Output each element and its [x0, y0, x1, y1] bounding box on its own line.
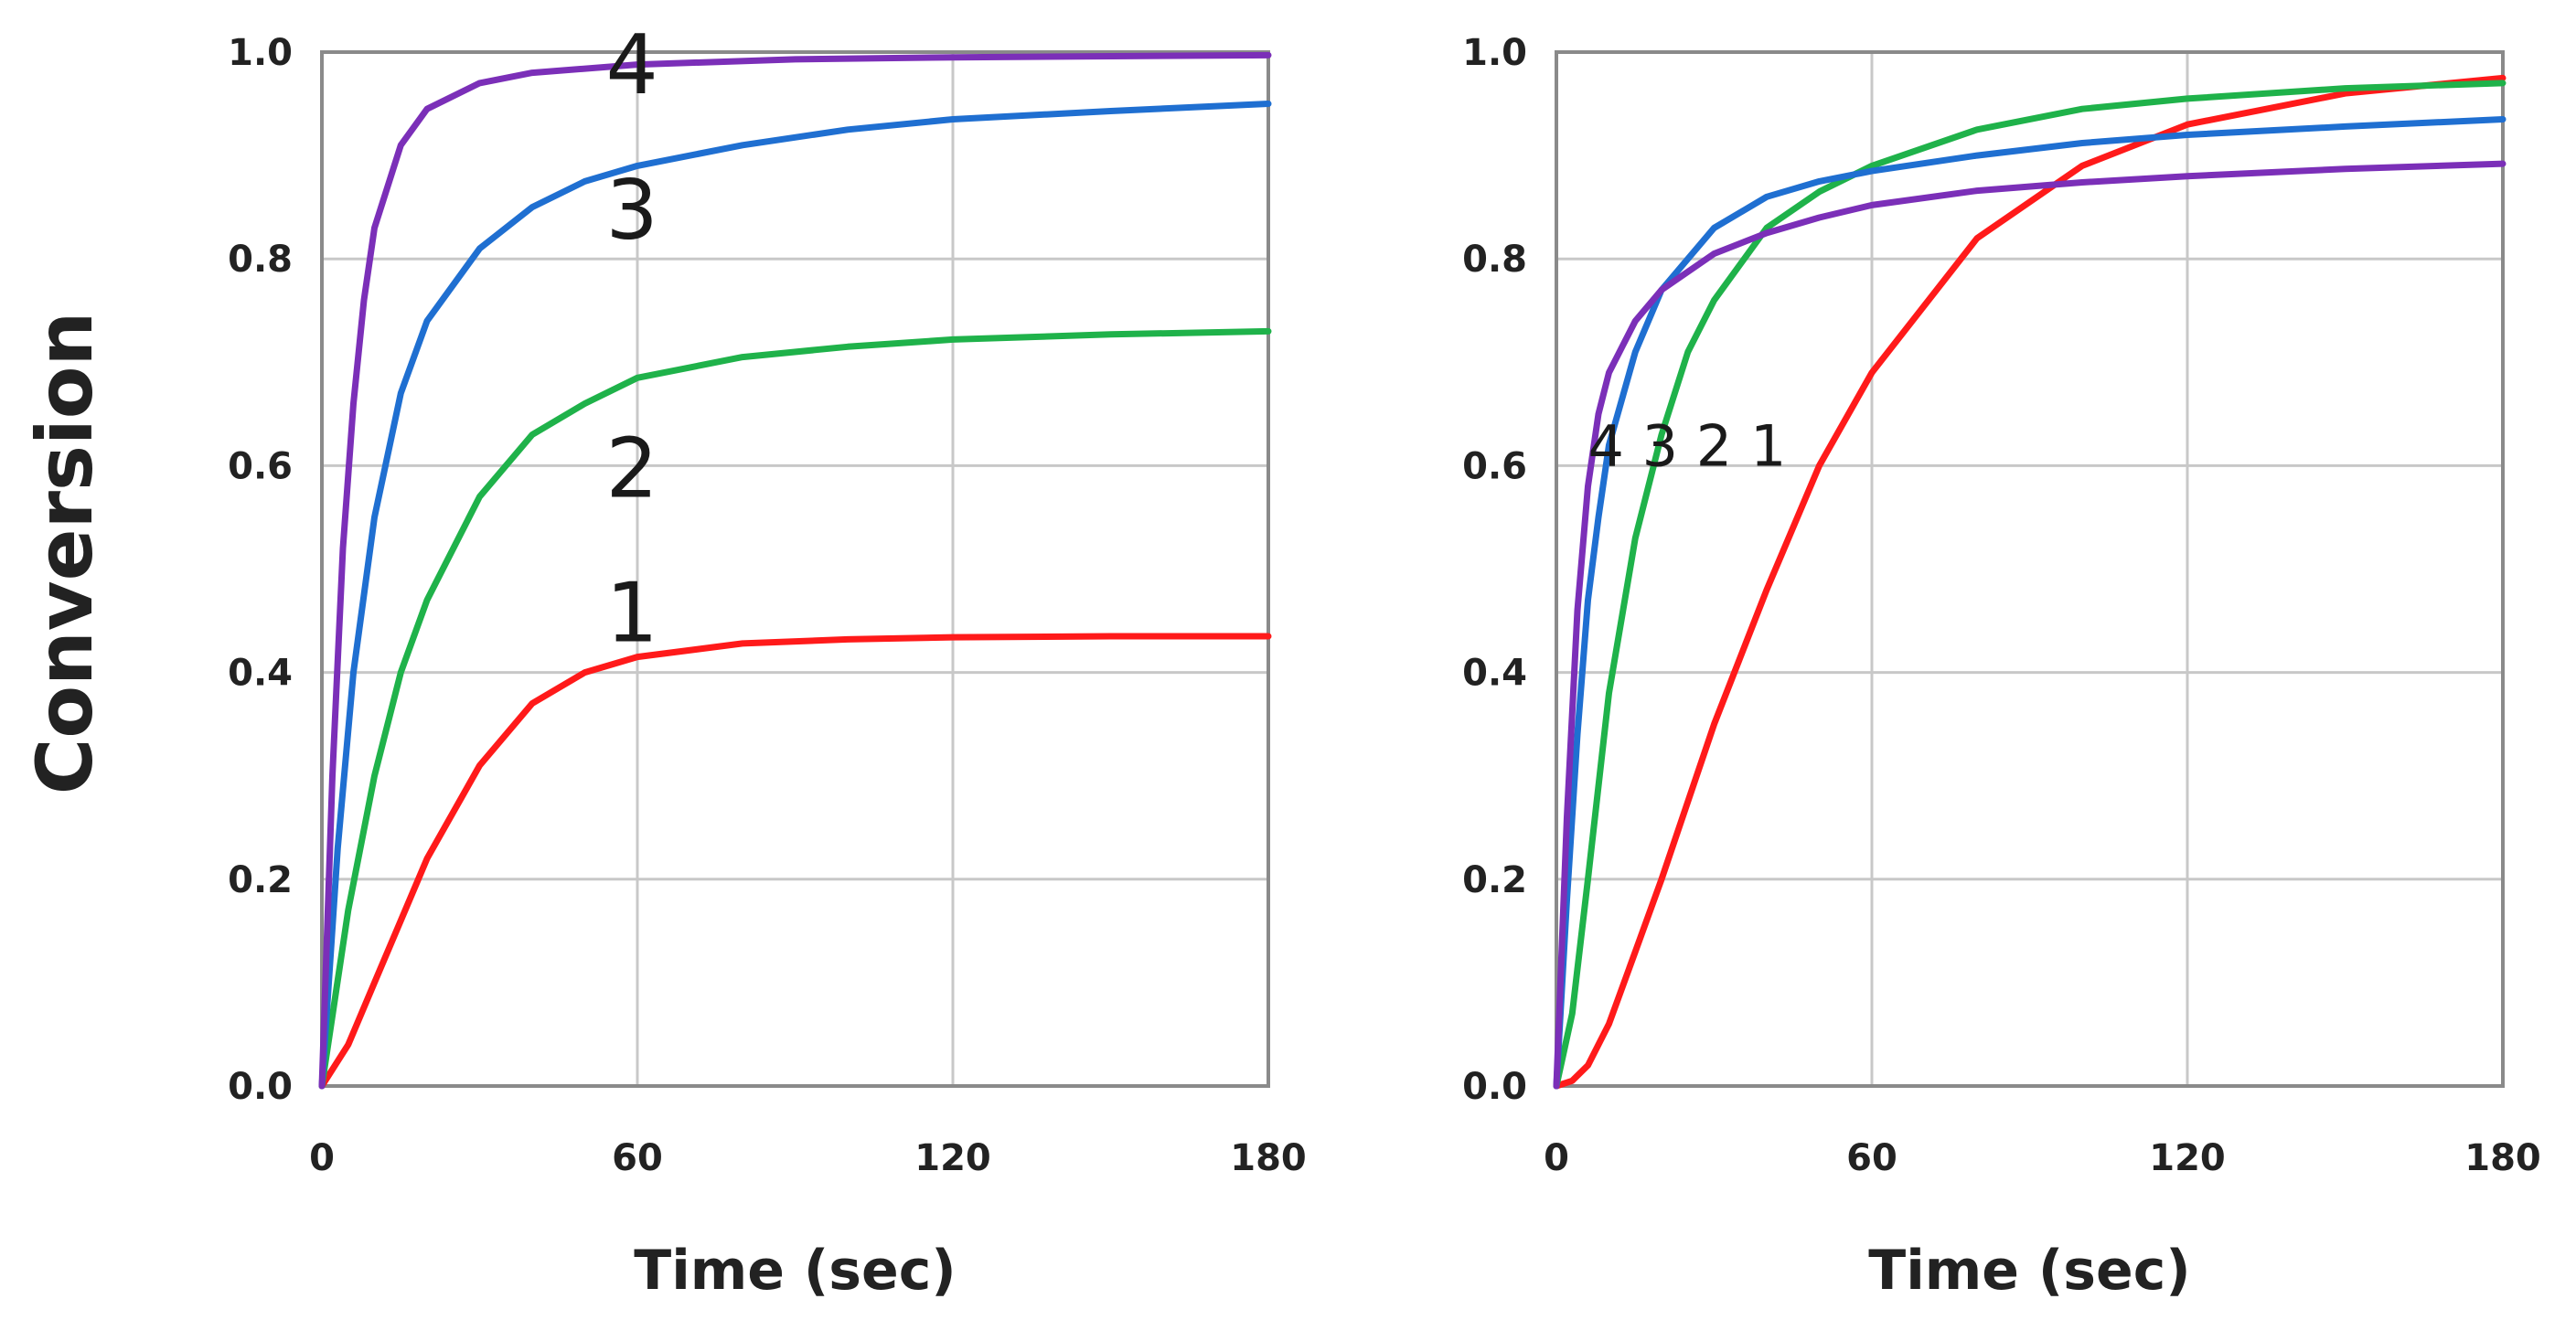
series-line-4 — [1553, 160, 2507, 1090]
series-line-2 — [1553, 80, 2507, 1090]
y-tick-label: 0.2 — [1462, 859, 1527, 901]
y-tick-label: 0.6 — [228, 445, 293, 487]
x-tick-label: 120 — [2149, 1137, 2226, 1179]
series-line-1 — [318, 633, 1272, 1090]
y-tick-label: 1.0 — [1462, 32, 1527, 74]
curve-annotation: 2 — [606, 421, 658, 516]
x-tick-label: 180 — [2464, 1137, 2541, 1179]
y-tick-label: 0.0 — [228, 1066, 293, 1108]
y-tick-label: 1.0 — [228, 32, 293, 74]
x-tick-label: 120 — [914, 1137, 991, 1179]
y-tick-label: 0.2 — [228, 859, 293, 901]
y-tick-label: 0.4 — [228, 653, 293, 695]
x-axis-title: Time (sec) — [1868, 1239, 2190, 1303]
curve-annotation: 4 — [606, 17, 658, 113]
plot-frame — [1555, 50, 2505, 1088]
series-line-2 — [318, 327, 1272, 1090]
curve-annotation: 4 3 2 1 — [1588, 412, 1787, 479]
x-tick-label: 60 — [612, 1137, 663, 1179]
y-axis-title: Conversion — [20, 312, 110, 795]
curve-annotation: 3 — [606, 163, 658, 259]
chart-left: 0.0 0.2 0.4 0.6 0.8 1.0 0 60 120 180 Time (sec) 4 3 2… — [228, 17, 1307, 1303]
y-tick-label: 0.8 — [1462, 239, 1527, 281]
y-tick-label: 0.8 — [228, 239, 293, 281]
curve-annotation: 1 — [606, 566, 658, 662]
y-tick-label: 0.0 — [1462, 1066, 1527, 1108]
x-axis-title: Time (sec) — [634, 1239, 956, 1303]
y-tick-label: 0.6 — [1462, 445, 1527, 487]
x-tick-label: 60 — [1846, 1137, 1897, 1179]
chart-right: 0.0 0.2 0.4 0.6 0.8 1.0 0 60 120 180 Time (sec) 4 3… — [1462, 32, 2541, 1303]
x-tick-label: 180 — [1230, 1137, 1307, 1179]
x-tick-label: 0 — [1544, 1137, 1569, 1179]
y-tick-label: 0.4 — [1462, 653, 1527, 695]
plot-frame — [320, 50, 1270, 1088]
series-line-3 — [318, 101, 1272, 1090]
series-line-3 — [1553, 116, 2507, 1090]
series-line-4 — [318, 51, 1272, 1090]
x-tick-label: 0 — [309, 1137, 335, 1179]
series-line-1 — [1553, 74, 2507, 1090]
